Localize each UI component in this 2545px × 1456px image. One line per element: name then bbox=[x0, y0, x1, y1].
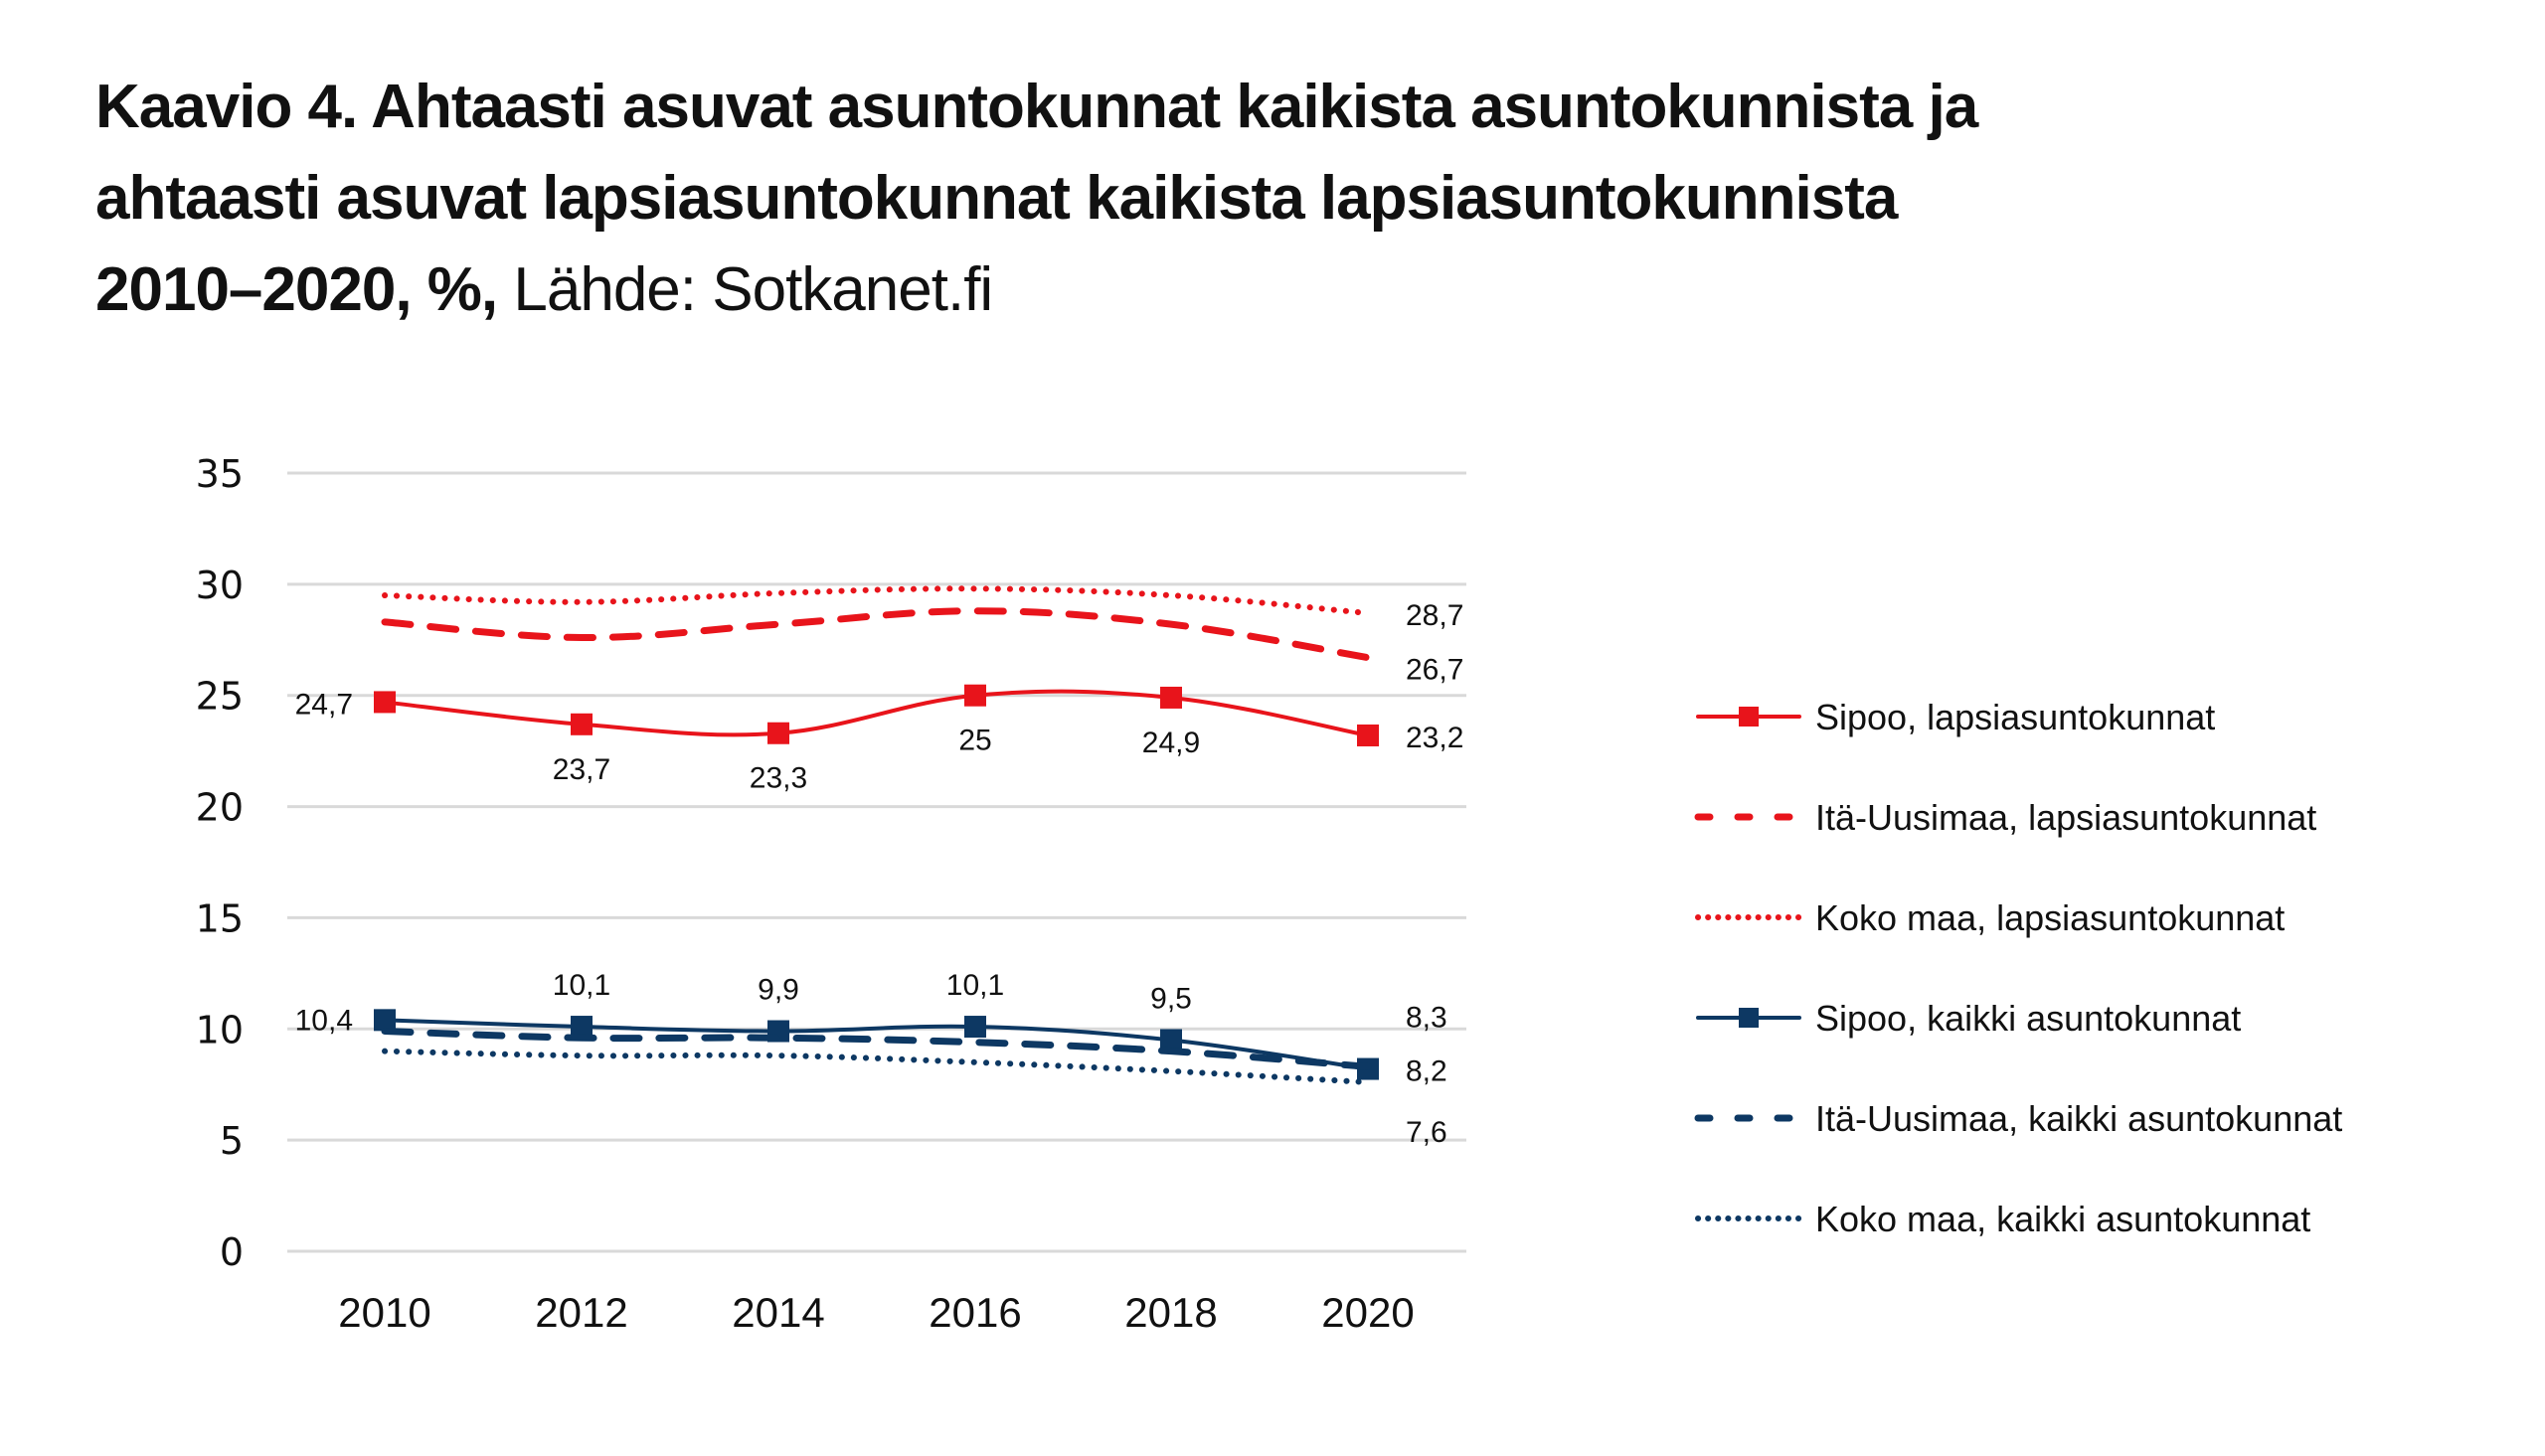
legend-label: Koko maa, lapsiasuntokunnat bbox=[1815, 897, 2285, 938]
data-label: 26,7 bbox=[1406, 654, 1463, 687]
legend: Sipoo, lapsiasuntokunnat Itä-Uusimaa, lap… bbox=[1694, 697, 2342, 1239]
data-label: 9,5 bbox=[1150, 982, 1192, 1015]
series-marker bbox=[571, 1016, 593, 1039]
data-label: 23,2 bbox=[1406, 722, 1463, 754]
y-tick-label: 15 bbox=[196, 896, 244, 940]
legend-marker-icon bbox=[1739, 707, 1759, 727]
series-marker bbox=[767, 722, 789, 744]
legend-item: Itä-Uusimaa, kaikki asuntokunnat bbox=[1694, 1098, 2342, 1139]
data-label: 7,6 bbox=[1406, 1116, 1447, 1149]
data-label: 28,7 bbox=[1406, 599, 1463, 632]
legend-label: Koko maa, kaikki asuntokunnat bbox=[1815, 1199, 2310, 1239]
series-line-4 bbox=[381, 1028, 1372, 1070]
x-tick-label: 2010 bbox=[338, 1289, 430, 1336]
gridlines bbox=[287, 471, 1466, 1253]
y-axis-ticks: 0 5 10 15 20 25 30 35 bbox=[196, 452, 244, 1274]
data-label: 8,3 bbox=[1406, 1001, 1447, 1034]
series-marker bbox=[964, 1016, 986, 1039]
source-label: Lähde: Sotkanet.fi bbox=[513, 255, 993, 324]
data-label: 9,9 bbox=[758, 974, 799, 1007]
series-line-3 bbox=[383, 1018, 1370, 1071]
legend-label: Sipoo, lapsiasuntokunnat bbox=[1815, 697, 2215, 737]
data-label: 8,2 bbox=[1406, 1055, 1447, 1088]
x-tick-label: 2014 bbox=[732, 1289, 824, 1336]
series-line-2 bbox=[382, 585, 1371, 616]
x-tick-label: 2012 bbox=[535, 1289, 627, 1336]
series-line-5 bbox=[382, 1048, 1371, 1085]
y-tick-label: 35 bbox=[196, 452, 244, 496]
y-tick-label: 25 bbox=[196, 675, 244, 719]
title-line-3: 2010–2020, %, Lähde: Sotkanet.fi bbox=[95, 244, 2382, 336]
legend-label: Itä-Uusimaa, kaikki asuntokunnat bbox=[1815, 1098, 2342, 1139]
x-tick-label: 2020 bbox=[1321, 1289, 1414, 1336]
series-marker bbox=[374, 691, 396, 714]
title-line-1: Kaavio 4. Ahtaasti asuvat asuntokunnat k… bbox=[95, 73, 1978, 141]
y-tick-label: 20 bbox=[196, 786, 244, 830]
y-tick-label: 5 bbox=[220, 1119, 244, 1163]
data-labels: 24,7 23,7 23,3 25 24,9 23,2 26,7 28,7 10,4 10,1 9,… bbox=[295, 599, 1464, 1149]
legend-item: Itä-Uusimaa, lapsiasuntokunnat bbox=[1694, 797, 2316, 838]
y-tick-label: 0 bbox=[220, 1230, 244, 1274]
series-group bbox=[374, 585, 1379, 1085]
legend-item: Koko maa, lapsiasuntokunnat bbox=[1695, 897, 2285, 938]
data-label: 24,7 bbox=[295, 688, 353, 721]
data-label: 25 bbox=[958, 725, 991, 757]
legend-label: Sipoo, kaikki asuntokunnat bbox=[1815, 998, 2241, 1039]
data-label: 10,4 bbox=[295, 1004, 353, 1037]
legend-item: Sipoo, lapsiasuntokunnat bbox=[1696, 697, 2215, 737]
series-marker bbox=[1357, 724, 1379, 746]
x-axis-ticks: 2010 2012 2014 2016 2018 2020 bbox=[338, 1289, 1414, 1336]
legend-label: Itä-Uusimaa, lapsiasuntokunnat bbox=[1815, 797, 2316, 838]
data-label: 23,7 bbox=[553, 753, 610, 786]
series-line-1 bbox=[381, 607, 1372, 662]
data-label: 23,3 bbox=[750, 762, 807, 795]
y-tick-label: 10 bbox=[196, 1008, 244, 1052]
x-tick-label: 2018 bbox=[1124, 1289, 1217, 1336]
y-tick-label: 30 bbox=[196, 564, 244, 607]
series-marker bbox=[1160, 686, 1182, 709]
x-tick-label: 2016 bbox=[929, 1289, 1021, 1336]
data-label: 10,1 bbox=[946, 969, 1004, 1002]
series-marker bbox=[1160, 1029, 1182, 1052]
legend-marker-icon bbox=[1739, 1008, 1759, 1028]
legend-item: Sipoo, kaikki asuntokunnat bbox=[1696, 998, 2241, 1039]
title-line-2: ahtaasti asuvat lapsiasuntokunnat kaikis… bbox=[95, 164, 1898, 233]
series-marker bbox=[964, 684, 986, 707]
data-label: 24,9 bbox=[1142, 727, 1200, 759]
chart-title: Kaavio 4. Ahtaasti asuvat asuntokunnat k… bbox=[95, 62, 2382, 336]
legend-item: Koko maa, kaikki asuntokunnat bbox=[1695, 1199, 2310, 1239]
series-marker bbox=[374, 1009, 396, 1032]
series-line-0 bbox=[383, 689, 1370, 737]
data-label: 10,1 bbox=[553, 969, 610, 1002]
title-line-3-text: 2010–2020, %, bbox=[95, 255, 498, 324]
series-marker bbox=[571, 713, 593, 735]
